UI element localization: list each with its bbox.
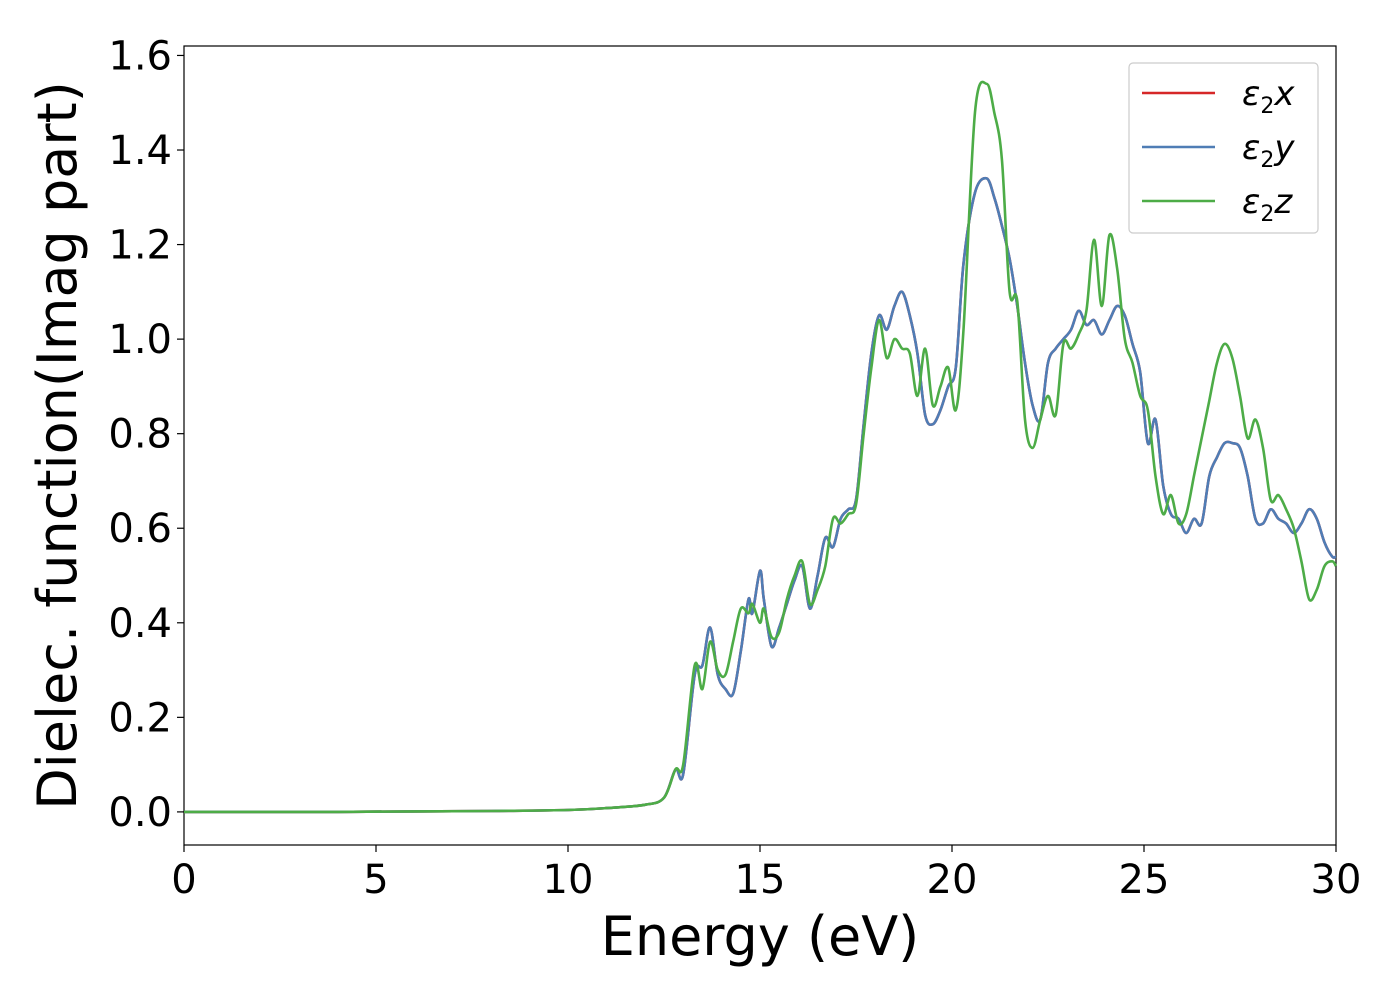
x-tick-label: 10 [543, 857, 594, 903]
legend-label-z: ε2z [1242, 182, 1293, 227]
legend-label-y: ε2y [1242, 128, 1295, 173]
x-tick-label: 5 [363, 857, 388, 903]
y-tick-label: 0.4 [108, 601, 172, 647]
legend-box [1128, 62, 1319, 234]
x-tick-label: 25 [1119, 857, 1170, 903]
y-axis-ticks: 0.0 0.2 0.4 0.6 0.8 1.0 1.2 1.4 1.6 [108, 33, 184, 836]
legend-subscript: 2 [1260, 148, 1274, 173]
x-tick-label: 30 [1311, 857, 1362, 903]
x-tick-label: 20 [927, 857, 978, 903]
y-tick-label: 0.0 [108, 790, 172, 836]
y-tick-label: 0.2 [108, 695, 172, 741]
legend-component: x [1273, 74, 1295, 114]
series-line-y [183, 176, 1337, 814]
y-tick-label: 1.6 [108, 33, 172, 79]
series-lines [183, 80, 1338, 814]
legend-label-x: ε2x [1242, 74, 1295, 119]
y-tick-label: 1.4 [108, 128, 172, 174]
x-tick-label: 15 [735, 857, 786, 903]
legend-component: y [1273, 128, 1295, 168]
y-tick-label: 0.6 [108, 506, 172, 552]
series-line-z [183, 80, 1338, 814]
legend-epsilon: ε [1242, 182, 1260, 222]
legend-subscript: 2 [1260, 202, 1274, 227]
x-axis-label: Energy (eV) [601, 905, 920, 968]
y-tick-label: 1.0 [108, 317, 172, 363]
legend-subscript: 2 [1260, 94, 1274, 119]
y-tick-label: 1.2 [108, 223, 172, 269]
x-axis-ticks: 0 5 10 15 20 25 30 [171, 845, 1361, 903]
legend-epsilon: ε [1242, 128, 1260, 168]
x-tick-label: 0 [171, 857, 196, 903]
legend-component: z [1273, 182, 1293, 222]
legend-epsilon: ε [1242, 74, 1260, 114]
y-axis-label: Dielec. function(Imag part) [26, 81, 89, 810]
y-tick-label: 0.8 [108, 412, 172, 458]
